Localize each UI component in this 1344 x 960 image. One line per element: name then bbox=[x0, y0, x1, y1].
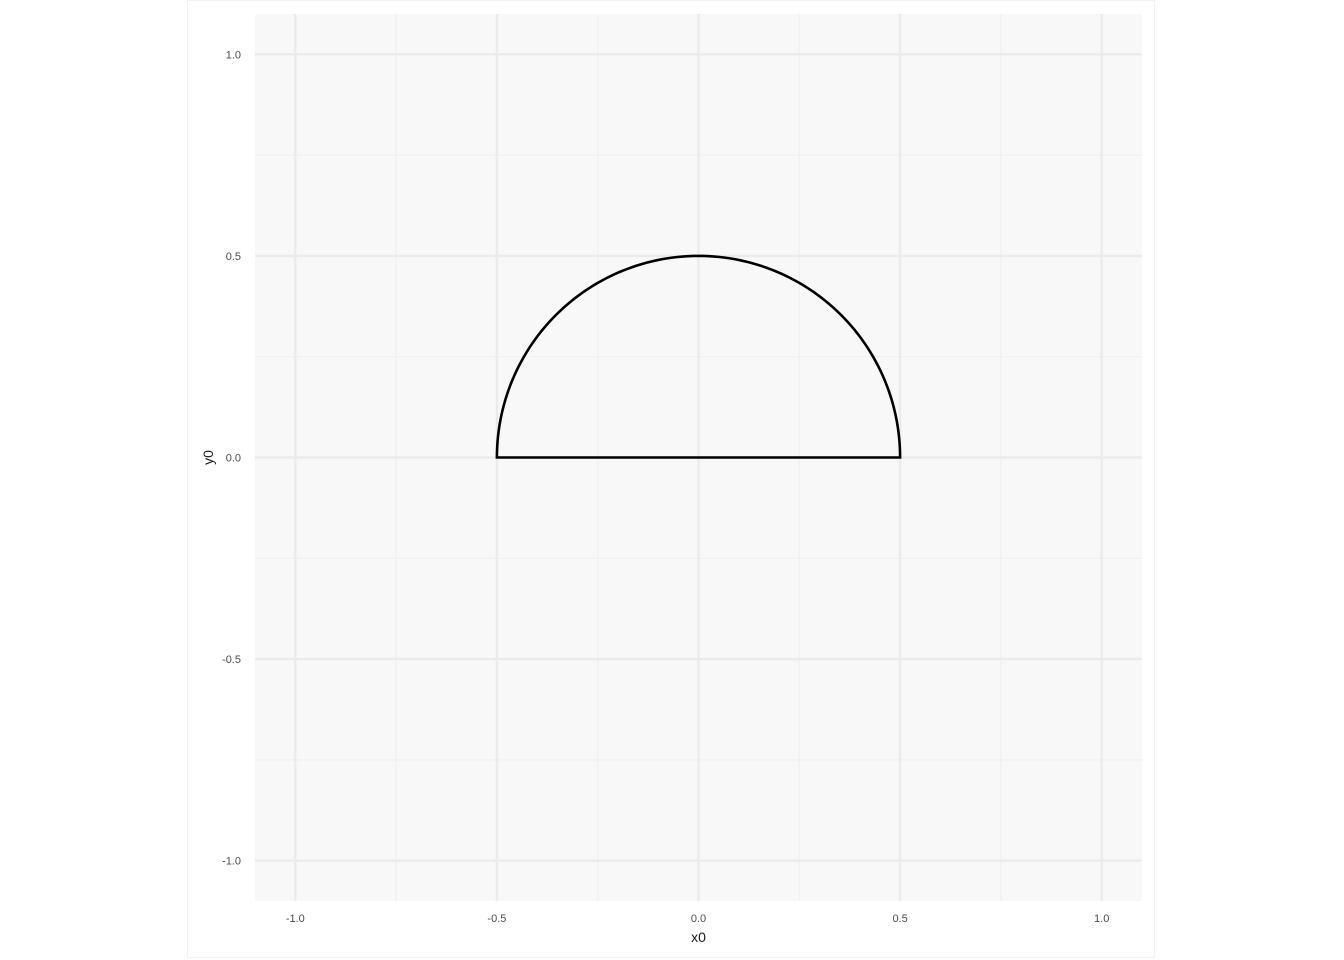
y-tick-label: 0.5 bbox=[226, 251, 241, 263]
y-tick-label: 0.0 bbox=[226, 453, 241, 465]
x-axis-title: x0 bbox=[691, 929, 706, 945]
x-tick-label: 1.0 bbox=[1094, 913, 1109, 925]
x-tick-label: -0.5 bbox=[487, 913, 506, 925]
y-tick-label: 1.0 bbox=[226, 49, 241, 61]
y-tick-label: -0.5 bbox=[222, 654, 241, 666]
x-tick-labels: -1.0 -0.5 0.0 0.5 1.0 bbox=[286, 913, 1109, 925]
x-tick-label: 0.0 bbox=[691, 913, 706, 925]
x-tick-label: -1.0 bbox=[286, 913, 305, 925]
semicircle-line bbox=[495, 254, 902, 459]
y-tick-labels: -1.0 -0.5 0.0 0.5 1.0 bbox=[222, 49, 241, 867]
x-tick-label: 0.5 bbox=[892, 913, 907, 925]
y-tick-label: -1.0 bbox=[222, 856, 241, 868]
y-axis-title: y0 bbox=[200, 450, 216, 465]
